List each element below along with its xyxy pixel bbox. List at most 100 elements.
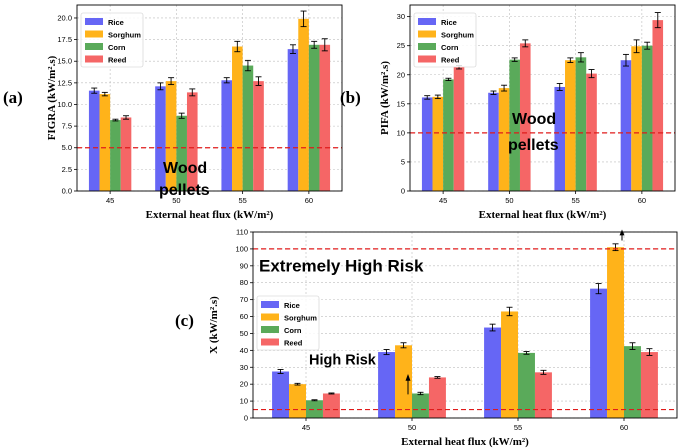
y-tick-label: 90 [240,261,248,270]
bar-rice-55 [554,86,566,191]
bar-reed-60 [640,352,658,418]
legend-label-rice: Rice [108,18,124,27]
legend: Rice Sorghum Corn Reed [413,12,477,68]
bar-corn-55 [575,57,587,191]
y-tick-label: 50 [240,329,248,338]
legend: Rice Sorghum Corn Reed [256,295,320,351]
legend-swatch-reed [418,55,436,63]
annotation-line-1: Wood [163,160,207,177]
x-tick-label: 55 [514,423,522,432]
bar-reed-45 [453,67,465,191]
bar-corn-50 [412,393,429,418]
y-axis-label: FIGRA (kW/m².s) [46,55,58,140]
legend-box [256,295,320,351]
legend: Rice Sorghum Corn Reed [80,12,144,68]
x-tick-label: 55 [238,196,246,205]
legend-label-rice: Rice [284,301,300,310]
legend-swatch-sorghum [261,313,279,321]
legend-label-corn: Corn [108,43,126,52]
y-tick-label: 80 [240,278,248,287]
bar-corn-60 [624,346,641,418]
x-axis-label: External heat flux (kW/m²) [401,436,529,448]
chart-panel-a: 0.0 2.5 5.0 7.5 10.0 12.5 15.0 17.5 20.0 45 50 55 60… [3,4,343,221]
y-tick-label: 12.5 [57,78,72,87]
bar-reed-55 [253,81,264,191]
chart-panel-c: 0 10 20 30 40 50 60 70 80 90 100 110 45 50 55 60 Externa… [175,228,678,448]
legend-swatch-rice [85,18,103,25]
y-tick-label: 25 [397,41,405,50]
y-tick-label: 10 [240,397,248,406]
bar-reed-60 [319,44,331,191]
annotation-line-2: pellets [159,182,210,199]
legend-label-reed: Reed [108,56,127,65]
legend-label-sorghum: Sorghum [441,31,474,40]
y-tick-label: 20 [397,70,405,79]
y-tick-label: 30 [240,363,248,372]
bar-sorghum-50 [165,81,177,191]
bar-sorghum-60 [298,18,309,192]
chart-panel-b: 0 5 10 15 20 25 30 45 50 55 60 External heat flux (… [340,4,676,221]
bar-reed-60 [652,20,664,191]
legend-swatch-rice [418,18,436,25]
y-tick-label: 15.0 [57,57,72,66]
bar-rice-50 [488,92,499,191]
bar-reed-50 [186,92,198,191]
y-tick-label: 5 [401,157,405,166]
bar-rice-45 [421,97,433,191]
legend-swatch-sorghum [418,30,436,38]
annotation-line-1: Wood [512,111,556,128]
legend-swatch-corn [418,43,436,50]
bar-corn-45 [306,400,323,418]
legend-swatch-sorghum [85,30,103,38]
x-tick-label: 55 [571,196,579,205]
legend-box [413,12,477,68]
bar-sorghum-60 [607,247,624,418]
bar-corn-55 [518,352,535,418]
x-tick-label: 50 [172,196,180,205]
arrow-head-extreme-risk [619,229,625,236]
legend-swatch-rice [261,301,279,308]
bar-corn-45 [443,79,454,191]
plot-frame [409,4,676,192]
legend-swatch-reed [261,338,279,346]
bar-corn-55 [242,65,254,191]
x-tick-label: 50 [505,196,513,205]
y-tick-label: 0 [244,414,248,423]
bar-corn-50 [509,59,520,192]
bar-reed-45 [322,393,340,418]
x-tick-label: 45 [106,196,114,205]
annotation-text: Wood pellets [508,111,559,154]
bar-rice-55 [221,80,233,191]
bar-corn-60 [308,44,320,191]
legend-swatch-corn [261,326,279,333]
y-tick-label: 110 [236,228,248,237]
bar-rice-50 [155,86,166,191]
arrow-head-high-risk [405,374,411,381]
bar-rice-45 [88,90,100,191]
x-tick-label: 60 [305,196,313,205]
bar-rice-60 [620,60,632,191]
bar-rice-45 [272,371,290,418]
y-tick-label: 20.0 [57,13,72,22]
y-axis-label: X (kW/m².s) [208,296,220,354]
y-tick-label: 20 [240,380,248,389]
bar-reed-55 [534,372,552,418]
bar-sorghum-50 [395,345,412,418]
bar-corn-50 [176,115,187,191]
bar-sorghum-50 [498,88,510,191]
legend-swatch-reed [85,55,103,63]
x-tick-label: 60 [638,196,646,205]
y-tick-label: 10.0 [57,100,72,109]
legend-box [80,12,144,68]
bar-sorghum-45 [289,384,306,418]
y-tick-label: 17.5 [57,35,72,44]
y-tick-label: 0.0 [62,187,72,196]
bar-sorghum-45 [432,96,444,191]
x-axis-label: External heat flux (kW/m²) [146,209,274,221]
legend-label-reed: Reed [284,339,303,348]
legend-label-sorghum: Sorghum [284,314,317,323]
bar-corn-60 [641,45,653,191]
legend-label-sorghum: Sorghum [108,31,141,40]
y-tick-label: 60 [240,312,248,321]
